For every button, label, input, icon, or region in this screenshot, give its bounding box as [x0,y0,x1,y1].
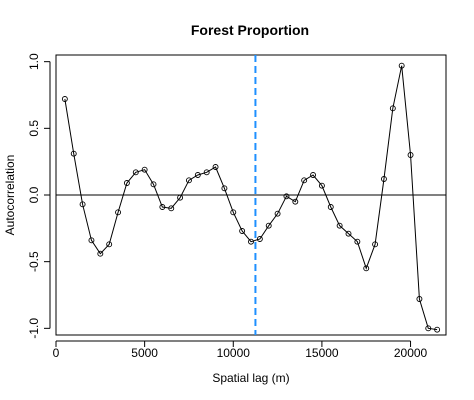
data-point [88,237,95,244]
data-point [318,182,325,189]
y-tick-label: 0.5 [27,120,41,137]
data-point [283,193,290,200]
data-point [372,241,379,248]
data-point [416,296,423,302]
data-point [194,172,201,178]
x-tick-label: 20000 [394,346,428,360]
data-point [434,326,441,333]
data-point [150,181,157,188]
data-point [106,241,113,248]
data-point [248,238,254,245]
data-point [70,150,77,157]
y-axis-label: Autocorrelation [3,155,17,236]
data-point [354,238,361,245]
data-point [389,105,396,112]
data-point [185,177,192,184]
data-point [61,96,68,102]
y-axis: -1.0 -0.5 0.0 0.5 1.0 [27,53,51,339]
data-point [336,222,343,229]
data-point [265,222,272,229]
y-tick-label: -1.0 [27,318,41,339]
data-point [239,228,246,234]
data-point [292,198,299,205]
data-point [141,166,148,173]
data-point [301,177,308,184]
x-tick-label: 5000 [131,346,158,360]
chart-title: Forest Proportion [191,22,309,38]
y-tick-label: 1.0 [27,53,41,70]
data-point [97,250,104,257]
data-point [115,209,122,216]
data-point [159,204,166,210]
data-point [168,205,175,212]
data-point [407,152,414,158]
x-tick-label: 15000 [305,346,339,360]
x-tick-label: 10000 [217,346,251,360]
data-point [274,210,281,217]
data-point [363,265,370,272]
data-point [425,325,432,332]
x-axis-label: Spatial lag (m) [212,371,289,385]
y-tick-label: -0.5 [27,251,41,272]
x-tick-label: 0 [53,346,60,360]
y-tick-label: 0.0 [27,186,41,203]
data-point [327,204,334,210]
data-point [123,180,130,186]
x-axis: 0 5000 10000 15000 20000 [53,340,428,360]
data-point [132,169,139,176]
data-point [203,169,210,176]
data-point [230,209,237,216]
data-point [177,194,184,201]
series-line [64,65,438,331]
data-point [398,62,405,69]
data-point [381,176,387,182]
data-point [345,230,352,237]
data-point [221,185,228,192]
data-point [212,164,219,170]
data-point [310,172,316,178]
data-point [79,201,86,208]
data-point [256,236,263,242]
